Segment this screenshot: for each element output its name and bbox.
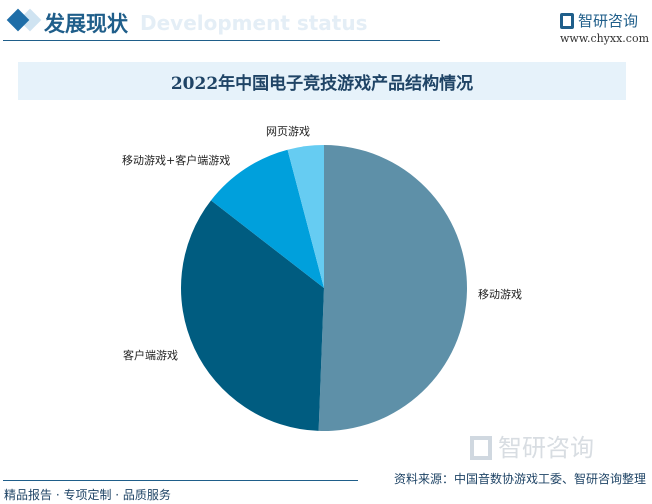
pie-slice-0 — [318, 145, 467, 431]
watermark-text: 智研咨询 — [498, 434, 594, 462]
pie-slice-1 — [180, 200, 324, 431]
label-mobile-client: 移动游戏+客户端游戏 — [122, 153, 230, 167]
logo-icon — [560, 12, 574, 29]
source-note: 资料来源：中国音数协游戏工委、智研咨询整理 — [393, 472, 646, 486]
header-divider — [3, 40, 440, 41]
label-mobile: 移动游戏 — [478, 288, 522, 301]
label-web: 网页游戏 — [266, 125, 310, 138]
chart-title: 2022年中国电子竞技游戏产品结构情况 — [170, 73, 474, 94]
chart-title-band: 2022年中国电子竞技游戏产品结构情况 — [18, 62, 626, 100]
header-subtitle: Development status — [140, 11, 368, 35]
pie-slice-2 — [211, 149, 324, 288]
logo-text: 智研咨询 — [578, 12, 639, 30]
label-client: 客户端游戏 — [123, 348, 178, 362]
brand-logo: 智研咨询 — [560, 10, 638, 31]
header-title: 发展现状 — [44, 12, 128, 36]
footer-slogan: 精品报告 · 专项定制 · 品质服务 — [4, 488, 171, 502]
watermark-logo: 智研咨询 — [470, 434, 594, 462]
site-url: www.chyxx.com — [560, 32, 650, 45]
watermark-icon — [470, 436, 492, 460]
pie-slice-3 — [287, 145, 324, 288]
footer-divider — [3, 480, 358, 481]
